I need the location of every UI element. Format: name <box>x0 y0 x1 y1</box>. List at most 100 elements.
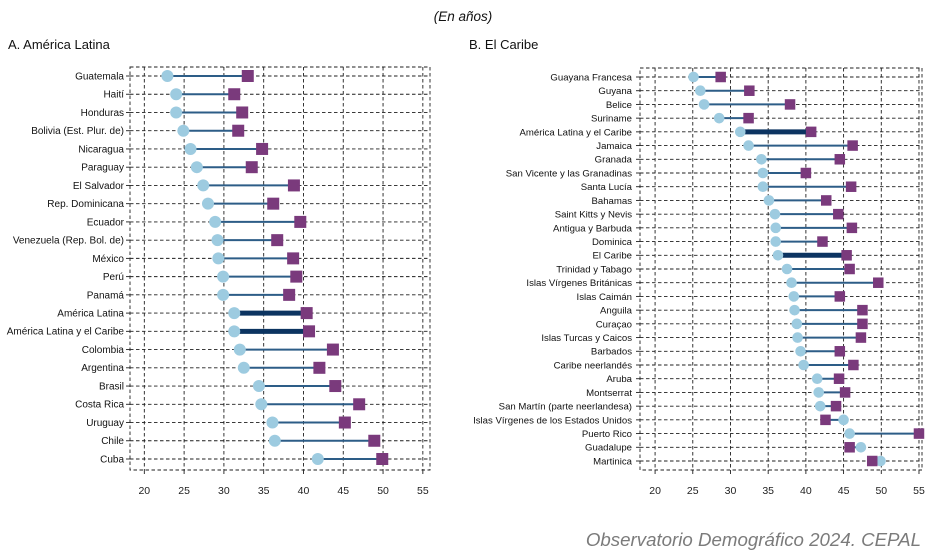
start-marker <box>184 142 197 155</box>
end-marker <box>820 414 831 426</box>
start-marker <box>781 263 793 275</box>
end-marker <box>287 252 300 265</box>
end-marker <box>857 318 868 330</box>
end-marker <box>283 288 296 301</box>
end-marker <box>313 361 326 374</box>
x-tick-label: 40 <box>800 485 812 497</box>
start-marker <box>209 215 222 228</box>
end-marker <box>256 142 269 155</box>
end-marker <box>845 181 857 192</box>
row-label: Guayana Francesa <box>550 72 632 83</box>
row-label: Islas Caimán <box>577 292 632 303</box>
start-marker <box>770 236 782 247</box>
panel-title-a: A. América Latina <box>8 37 111 52</box>
end-marker <box>303 325 316 338</box>
start-marker <box>795 345 806 357</box>
start-marker <box>791 318 803 330</box>
row-label: Bolivia (Est. Plur. de) <box>31 126 124 137</box>
end-marker <box>326 343 339 356</box>
start-marker <box>763 195 775 206</box>
row-label: Puerto Rico <box>582 429 632 440</box>
row-label: Guatemala <box>75 71 124 82</box>
row-label: Caribe neerlandés <box>554 360 633 371</box>
x-tick-label: 55 <box>913 485 925 497</box>
row-label: Bahamas <box>591 196 632 207</box>
end-marker <box>913 428 925 439</box>
end-marker <box>830 400 842 412</box>
row-label: El Caribe <box>593 251 632 262</box>
row-label: Santa Lucía <box>581 182 633 193</box>
end-marker <box>287 179 300 192</box>
start-marker <box>698 99 710 110</box>
panel-title-b: B. El Caribe <box>469 37 538 52</box>
row-label: Antigua y Barbuda <box>553 223 633 234</box>
end-marker <box>805 126 817 138</box>
start-marker <box>786 277 797 289</box>
start-marker <box>688 71 699 83</box>
start-marker <box>228 325 241 338</box>
row-label: San Vicente y las Granadinas <box>506 168 632 179</box>
end-marker <box>368 434 381 447</box>
row-label: Granada <box>595 155 633 166</box>
end-marker <box>841 250 852 261</box>
end-marker <box>294 215 307 228</box>
start-marker <box>855 441 867 453</box>
end-marker <box>833 208 844 220</box>
row-label: Perú <box>103 272 124 283</box>
start-marker <box>228 307 241 320</box>
end-marker <box>839 387 851 398</box>
end-marker <box>715 71 726 83</box>
row-label: América Latina y el Caribe <box>7 327 125 338</box>
start-marker <box>770 222 782 234</box>
end-marker <box>744 85 755 96</box>
x-tick-label: 30 <box>725 485 737 497</box>
row-label: Chile <box>101 436 124 447</box>
end-marker <box>236 106 249 119</box>
x-tick-label: 50 <box>875 485 887 497</box>
end-marker <box>873 277 884 288</box>
start-marker <box>792 332 803 343</box>
start-marker <box>875 455 886 467</box>
end-marker <box>338 416 351 429</box>
end-marker <box>300 307 313 320</box>
end-marker <box>228 88 241 101</box>
start-marker <box>233 343 246 356</box>
row-label: Haití <box>103 90 124 101</box>
start-marker <box>177 124 190 137</box>
row-label: Aruba <box>606 374 632 385</box>
row-label: Saint Kitts y Nevis <box>555 210 633 221</box>
row-label: Ecuador <box>87 217 125 228</box>
x-tick-label: 35 <box>762 485 774 497</box>
start-marker <box>217 270 230 283</box>
x-tick-label: 55 <box>417 485 429 497</box>
end-marker <box>267 197 280 210</box>
row-label: Venezuela (Rep. Bol. de) <box>13 236 124 247</box>
row-label: Paraguay <box>81 163 124 174</box>
end-marker <box>820 195 832 206</box>
row-label: Uruguay <box>86 418 124 429</box>
row-label: Islas Turcas y Caicos <box>541 333 632 344</box>
start-marker <box>798 359 809 371</box>
end-marker <box>817 236 828 247</box>
start-marker <box>201 197 214 210</box>
start-marker <box>757 181 769 193</box>
plot-frame <box>639 67 923 471</box>
end-marker <box>834 154 846 165</box>
row-label: Curaçao <box>596 319 632 330</box>
row-label: Dominica <box>592 237 633 248</box>
end-marker <box>848 359 859 371</box>
end-marker <box>743 112 754 124</box>
start-marker <box>268 434 281 447</box>
row-label: Suriname <box>591 114 632 125</box>
row-label: Colombia <box>82 345 125 356</box>
row-label: Argentina <box>81 363 124 374</box>
row-label: América Latina <box>57 308 124 319</box>
start-marker <box>713 112 725 124</box>
start-marker <box>789 304 800 316</box>
end-marker <box>353 398 366 411</box>
end-marker <box>376 453 389 465</box>
row-label: Honduras <box>81 108 124 119</box>
start-marker <box>266 416 279 429</box>
end-marker <box>232 124 245 137</box>
